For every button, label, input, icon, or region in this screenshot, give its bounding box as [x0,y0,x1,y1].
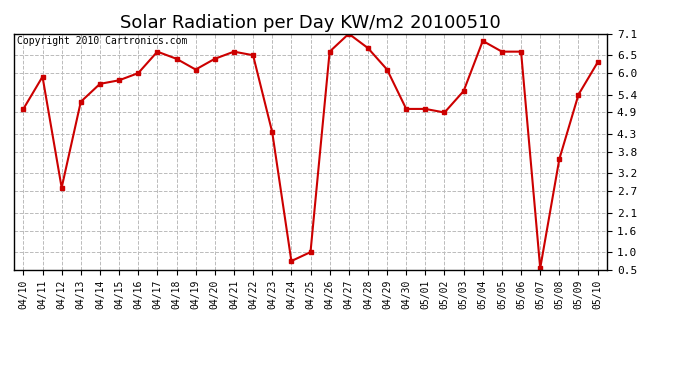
Title: Solar Radiation per Day KW/m2 20100510: Solar Radiation per Day KW/m2 20100510 [120,14,501,32]
Text: Copyright 2010 Cartronics.com: Copyright 2010 Cartronics.com [17,36,187,46]
